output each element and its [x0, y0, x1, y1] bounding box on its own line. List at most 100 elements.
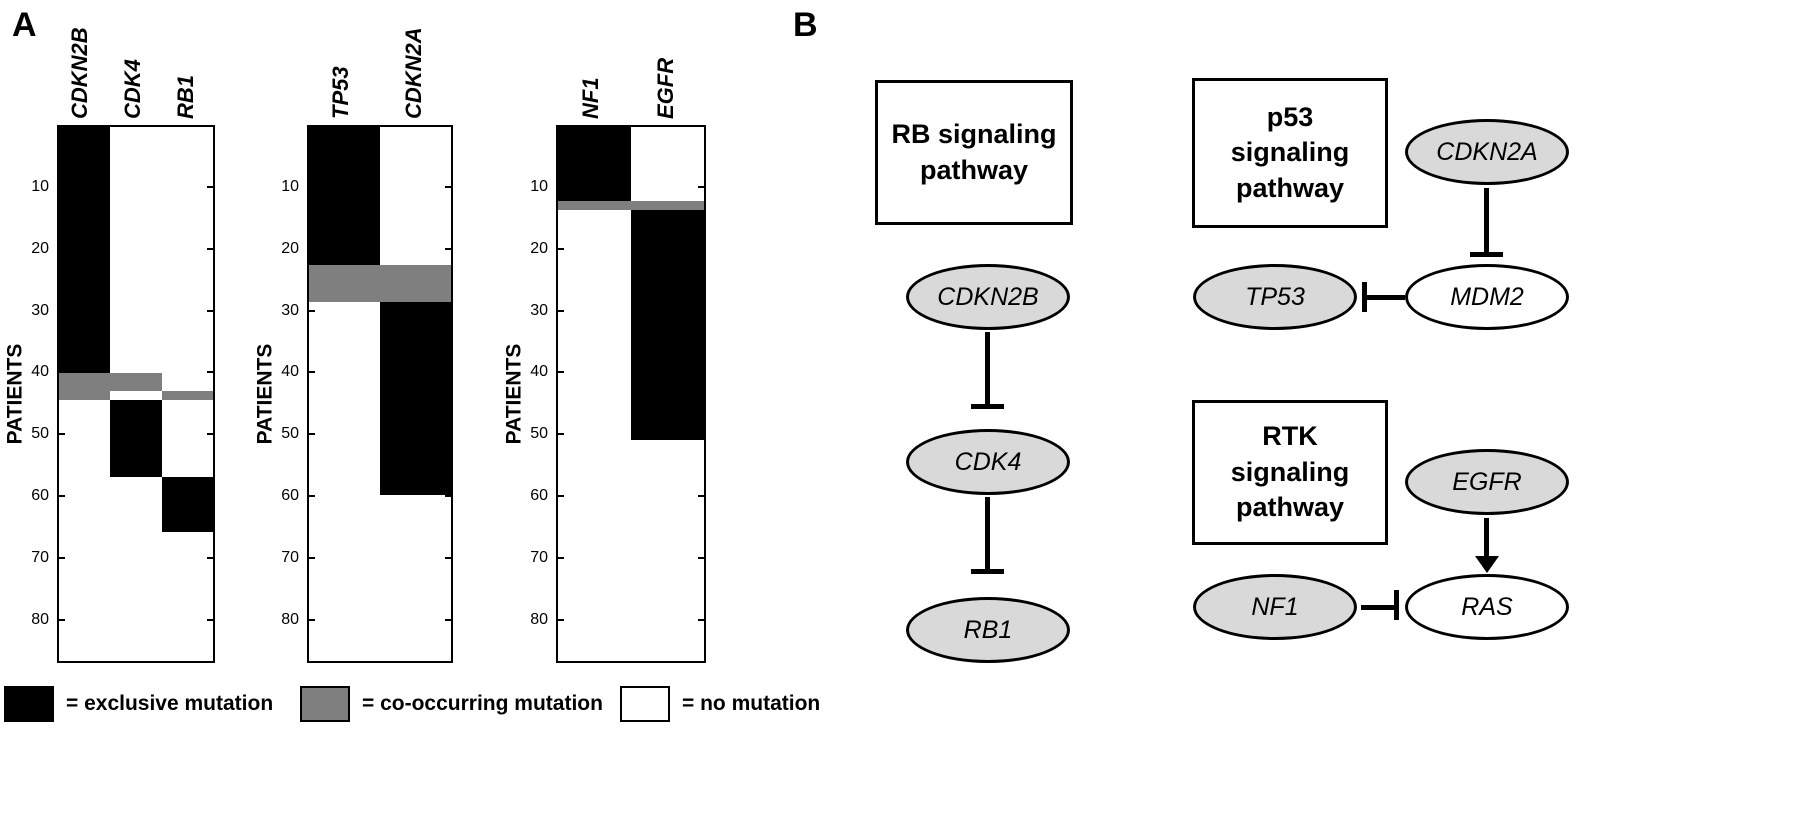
mutation-block-egfr-co-occurring	[631, 200, 704, 210]
node-mdm2-label: MDM2	[1450, 282, 1524, 311]
inhibition-bar-cdkn2b-cdk4	[971, 404, 1004, 409]
y-tick-label: 70	[31, 548, 49, 566]
y-tick-label: 30	[530, 301, 548, 319]
legend-item-co-occurring: = co-occurring mutation	[300, 686, 603, 722]
gene-label-cdk4: CDK4	[120, 59, 145, 119]
node-ras-label: RAS	[1461, 592, 1513, 621]
gene-labels: CDKN2B CDK4 RB1	[57, 5, 215, 125]
legend-label-co-occurring: = co-occurring mutation	[362, 692, 603, 715]
y-tick-label: 50	[31, 425, 49, 443]
legend-label-exclusive: = exclusive mutation	[66, 692, 274, 715]
rtk-pathway-title-line-1: RTK	[1262, 421, 1318, 452]
y-tick-label: 60	[281, 487, 299, 505]
node-nf1: NF1	[1193, 574, 1357, 640]
mutation-block-cdkn2b-co-occurring	[59, 372, 111, 401]
gene-label-tp53: TP53	[327, 66, 353, 119]
node-ras: RAS	[1405, 574, 1569, 640]
y-tick-label: 80	[530, 610, 548, 628]
inhibition-bar-mdm2-tp53	[1362, 282, 1367, 312]
mutation-matrix	[307, 125, 453, 663]
gene-label-egfr: EGFR	[652, 57, 678, 119]
gene-label-cdkn2a: CDKN2A	[400, 27, 426, 119]
y-tick-label: 20	[530, 239, 548, 257]
node-egfr: EGFR	[1405, 449, 1569, 515]
y-tick-label: 50	[530, 425, 548, 443]
y-tick-label: 40	[530, 363, 548, 381]
gene-label-nf1: NF1	[577, 77, 603, 119]
rtk-pathway-title-line-3: pathway	[1235, 492, 1345, 523]
mutation-block-nf1-co-occurring	[558, 200, 631, 210]
inhibition-line-cdkn2a-mdm2	[1484, 188, 1489, 252]
legend-swatch-co-occurring	[300, 686, 350, 722]
node-tp53-label: TP53	[1245, 282, 1305, 311]
rtk-pathway-title-box: RTK signaling pathway	[1192, 400, 1388, 545]
oncoprint-rb-genes: CDKN2B CDK4 RB1 PATIENTS 10 20 30 40 50 60 70 80	[3, 27, 215, 663]
mutation-block-cdk4-exclusive	[110, 400, 162, 477]
mutation-matrix	[556, 125, 706, 663]
y-tick-label: 20	[31, 239, 49, 257]
node-tp53: TP53	[1193, 264, 1357, 330]
node-cdkn2b-label: CDKN2B	[937, 282, 1039, 311]
inhibition-line-cdkn2b-cdk4	[985, 332, 990, 404]
legend-swatch-no-mutation	[620, 686, 670, 722]
y-axis-label: PATIENTS	[502, 343, 526, 445]
inhibition-bar-cdk4-rb1	[971, 569, 1004, 574]
y-tick-label: 20	[281, 239, 299, 257]
node-cdkn2a-label: CDKN2A	[1436, 137, 1538, 166]
node-cdk4-label: CDK4	[954, 447, 1022, 476]
y-tick-label: 80	[281, 610, 299, 628]
inhibition-bar-cdkn2a-mdm2	[1470, 252, 1503, 257]
y-tick-label: 80	[31, 610, 49, 628]
y-tick-label: 30	[31, 301, 49, 319]
legend-swatch-exclusive	[4, 686, 54, 722]
mutation-block-tp53-co-occurring	[309, 265, 380, 302]
mutation-block-cdkn2a-co-occurring	[380, 265, 451, 302]
mutation-matrix	[57, 125, 215, 663]
y-axis-label: PATIENTS	[3, 343, 27, 445]
panel-a-label: A	[12, 6, 37, 44]
p53-pathway-title-line-1: p53	[1266, 101, 1314, 132]
node-egfr-label: EGFR	[1452, 467, 1522, 496]
mutation-block-rb1-co-occurring	[161, 390, 213, 401]
rb-pathway-title-box: RB signaling pathway	[875, 80, 1073, 225]
inhibition-line-cdk4-rb1	[985, 497, 990, 569]
mutation-block-cdkn2a-exclusive	[380, 301, 451, 496]
oncoprint-p53-genes: TP53 CDKN2A PATIENTS 10 20 30 40 50 60 70 80	[253, 27, 453, 663]
inhibition-line-nf1-ras	[1361, 605, 1394, 610]
mutation-block-cdkn2b-exclusive	[59, 127, 111, 373]
y-tick-label: 50	[281, 425, 299, 443]
rb-pathway-title-line-2: pathway	[919, 154, 1029, 185]
gene-labels: TP53 CDKN2A	[307, 5, 453, 125]
panel-b-label: B	[793, 6, 818, 44]
node-rb1: RB1	[906, 597, 1070, 663]
legend-item-no-mutation: = no mutation	[620, 686, 820, 722]
y-tick-label: 60	[31, 487, 49, 505]
y-tick-label: 30	[281, 301, 299, 319]
node-cdkn2a: CDKN2A	[1405, 119, 1569, 185]
node-cdkn2b: CDKN2B	[906, 264, 1070, 330]
mutation-block-egfr-exclusive	[631, 209, 704, 441]
gene-label-rb1: RB1	[172, 74, 198, 119]
rb-pathway-title-line-1: RB signaling	[891, 118, 1057, 149]
y-tick-label: 10	[530, 177, 548, 195]
p53-pathway-title-box: p53 signaling pathway	[1192, 78, 1388, 228]
mutation-block-tp53-exclusive	[309, 127, 380, 266]
node-cdk4: CDK4	[906, 429, 1070, 495]
y-tick-label: 10	[31, 177, 49, 195]
gene-labels: NF1 EGFR	[556, 5, 706, 125]
inhibition-line-mdm2-tp53	[1367, 295, 1405, 300]
node-nf1-label: NF1	[1251, 592, 1299, 621]
p53-pathway-title-line-2: signaling	[1230, 137, 1350, 168]
gene-label-cdkn2b: CDKN2B	[67, 27, 93, 119]
mutation-block-cdk4-co-occurring	[110, 372, 162, 391]
legend-item-exclusive: = exclusive mutation	[4, 686, 273, 722]
legend-label-no-mutation: = no mutation	[682, 692, 821, 715]
oncoprint-rtk-genes: NF1 EGFR PATIENTS 10 20 30 40 50 60 70 80	[502, 58, 706, 663]
y-tick-label: 70	[530, 548, 548, 566]
y-tick-label: 60	[530, 487, 548, 505]
y-tick-label: 40	[31, 363, 49, 381]
mutation-block-rb1-exclusive	[161, 476, 213, 533]
activation-arrowhead-egfr-ras	[1475, 556, 1499, 573]
activation-line-egfr-ras	[1484, 518, 1489, 558]
